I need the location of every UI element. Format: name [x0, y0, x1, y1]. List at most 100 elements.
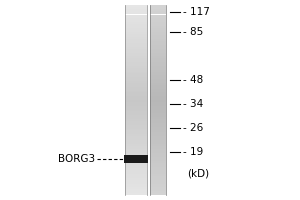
Bar	[125, 83, 147, 85]
Bar	[150, 180, 166, 182]
Bar	[150, 43, 166, 45]
Bar	[150, 189, 166, 191]
Bar	[150, 138, 166, 140]
Bar	[125, 64, 147, 66]
Bar	[150, 149, 166, 151]
Bar	[125, 66, 147, 68]
Bar	[150, 13, 166, 15]
Bar	[125, 56, 147, 58]
Bar	[125, 130, 147, 132]
Bar	[150, 72, 166, 73]
Bar	[125, 129, 147, 130]
Bar	[125, 60, 147, 62]
Bar	[125, 155, 147, 157]
Bar	[150, 144, 166, 146]
Bar	[125, 15, 147, 16]
Bar	[150, 15, 166, 16]
Bar	[125, 58, 147, 60]
Bar	[150, 64, 166, 66]
Bar	[150, 165, 166, 166]
Bar	[125, 127, 147, 129]
Bar	[150, 136, 166, 138]
Bar	[150, 89, 166, 90]
Bar	[150, 187, 166, 189]
Bar	[150, 11, 166, 13]
Bar	[150, 111, 166, 113]
Bar	[150, 58, 166, 60]
Text: - 85: - 85	[183, 27, 203, 37]
Bar	[125, 92, 147, 94]
Bar	[150, 146, 166, 148]
Bar	[150, 9, 166, 11]
Bar	[125, 119, 147, 121]
Bar	[150, 159, 166, 161]
Bar	[125, 100, 147, 102]
Bar	[125, 187, 147, 189]
Bar	[125, 87, 147, 89]
Bar	[125, 98, 147, 100]
Bar	[125, 115, 147, 117]
Bar	[125, 121, 147, 123]
Bar	[150, 49, 166, 51]
Bar	[125, 110, 147, 111]
Bar	[150, 85, 166, 87]
Bar	[150, 163, 166, 165]
Bar	[125, 49, 147, 51]
Bar	[150, 81, 166, 83]
Bar	[150, 87, 166, 89]
Bar	[150, 75, 166, 77]
Bar	[125, 172, 147, 174]
Bar	[150, 51, 166, 52]
Bar	[150, 123, 166, 125]
Bar	[125, 33, 147, 35]
Bar	[150, 22, 166, 24]
Text: - 34: - 34	[183, 99, 203, 109]
Bar	[150, 182, 166, 184]
Bar	[125, 138, 147, 140]
Bar	[150, 7, 166, 9]
Bar	[125, 161, 147, 163]
Bar	[150, 73, 166, 75]
Bar	[150, 16, 166, 18]
Bar	[150, 37, 166, 39]
Bar	[150, 33, 166, 35]
Bar	[150, 134, 166, 136]
Text: (kD): (kD)	[187, 168, 209, 178]
Bar	[125, 144, 147, 146]
Bar	[150, 119, 166, 121]
Bar	[150, 166, 166, 168]
Bar	[150, 127, 166, 129]
Bar	[125, 37, 147, 39]
Bar	[125, 96, 147, 98]
Bar	[125, 28, 147, 30]
Bar	[150, 191, 166, 193]
Text: - 26: - 26	[183, 123, 203, 133]
Bar	[125, 136, 147, 138]
Bar	[150, 92, 166, 94]
Bar	[150, 62, 166, 64]
Bar	[125, 5, 147, 7]
Bar	[125, 123, 147, 125]
Bar	[125, 75, 147, 77]
Bar	[150, 130, 166, 132]
Bar	[150, 176, 166, 178]
Bar	[125, 45, 147, 47]
Bar	[150, 129, 166, 130]
Bar	[125, 11, 147, 13]
Bar	[150, 18, 166, 20]
Bar	[150, 24, 166, 26]
Bar	[125, 108, 147, 110]
Bar	[125, 182, 147, 184]
Bar	[125, 7, 147, 9]
Bar	[125, 142, 147, 144]
Bar	[150, 77, 166, 79]
Bar	[125, 16, 147, 18]
Bar	[125, 89, 147, 90]
Bar	[150, 54, 166, 56]
Bar	[125, 113, 147, 115]
Bar	[125, 13, 147, 15]
Bar	[150, 121, 166, 123]
Bar	[150, 30, 166, 32]
Bar	[150, 155, 166, 157]
Bar	[125, 191, 147, 193]
